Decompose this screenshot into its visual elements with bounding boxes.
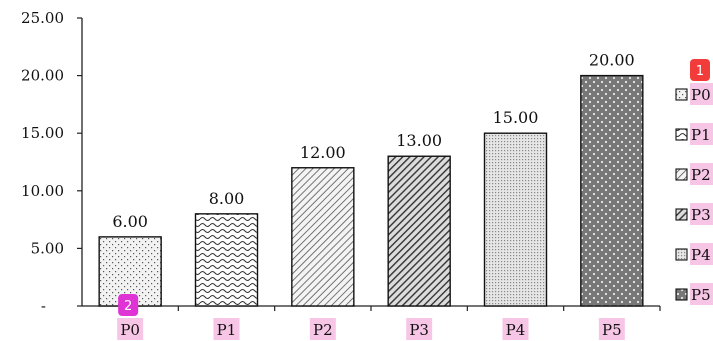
bar-p4 [483,132,548,307]
category-label-highlight [213,318,240,340]
legend-swatch-p4 [675,248,688,261]
bar-p2 [291,167,355,307]
data-label-p1: 8.00 [209,189,245,208]
annotation-marker-label: 2 [124,299,132,314]
category-label-highlight [502,318,529,340]
y-tick-label: 20.00 [21,67,64,85]
plot-area: - 5.00 10.00 15.00 20.00 25.00 6.00 P0 8.00 P1 12.… [21,9,713,340]
data-label-p3: 13.00 [396,131,442,150]
legend-swatch-p5 [675,288,688,301]
legend-label-p0: P0 [691,86,711,104]
category-label-p4: P4 [506,321,526,339]
category-label-p0: P0 [120,321,140,339]
legend-label-p4: P4 [691,246,711,264]
bar-p1 [194,213,259,307]
y-tick-label: 10.00 [21,182,64,200]
y-tick-label: - [41,297,46,315]
annotation-marker-label: 1 [696,64,704,79]
category-label-highlight [309,318,336,340]
legend-label-highlight [690,123,713,145]
legend-label-p1: P1 [691,126,711,144]
data-label-p5: 20.00 [589,51,635,70]
category-label-highlight [598,318,625,340]
category-label-p3: P3 [409,321,429,339]
legend-label-highlight [690,203,713,225]
bar-p5 [580,74,644,307]
legend-label-highlight [690,283,713,305]
category-label-p2: P2 [313,321,333,339]
category-label-highlight [406,318,433,340]
data-label-p4: 15.00 [493,108,539,127]
y-tick-label: 5.00 [31,239,64,257]
legend-label-highlight [690,83,713,105]
legend-swatch-p0 [675,88,688,101]
legend-label-p5: P5 [691,286,711,304]
legend-swatch-p1 [675,128,688,141]
category-label-highlight [117,318,144,340]
y-tick-label: 15.00 [21,124,64,142]
category-label-p1: P1 [217,321,237,339]
y-tick-label: 25.00 [21,9,64,27]
legend-label-highlight [690,163,713,185]
legend-swatch-p2 [675,168,688,181]
category-label-p5: P5 [602,321,622,339]
data-label-p2: 12.00 [300,143,346,162]
bar-p3 [387,155,451,307]
legend-label-p3: P3 [691,206,711,224]
legend-label-highlight [690,243,713,265]
annotation-marker-1 [690,59,710,81]
data-label-p0: 6.00 [112,212,148,231]
annotation-marker-2 [118,294,139,316]
legend-label-p2: P2 [691,166,711,184]
legend-swatch-p3 [675,208,688,221]
